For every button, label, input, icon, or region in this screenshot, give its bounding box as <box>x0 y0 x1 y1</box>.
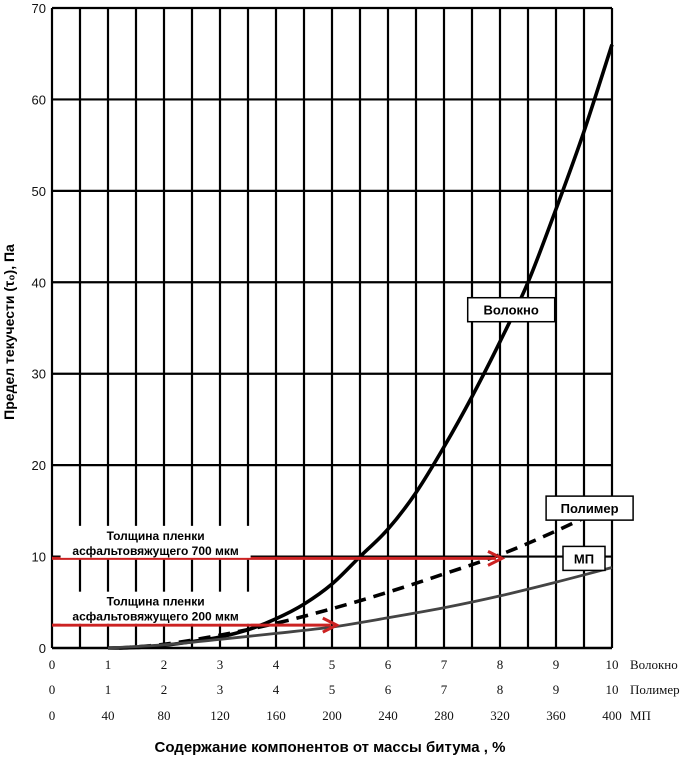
y-tick-label: 40 <box>32 275 46 290</box>
y-tick-label: 70 <box>32 1 46 16</box>
x-tick-label: 160 <box>266 708 286 723</box>
annotation-text: асфальтовяжущего 700 мкм <box>72 544 238 558</box>
x-tick-label: 0 <box>49 657 56 672</box>
x-tick-label: 0 <box>49 708 56 723</box>
x-tick-label: 320 <box>490 708 510 723</box>
x-axis-name: Полимер <box>630 682 680 697</box>
annotation-arrow-head <box>487 550 506 567</box>
y-tick-label: 60 <box>32 92 46 107</box>
x-tick-label: 4 <box>273 682 280 697</box>
x-tick-label: 9 <box>553 682 560 697</box>
x-tick-label: 6 <box>385 657 392 672</box>
x-tick-label: 6 <box>385 682 392 697</box>
y-tick-label: 0 <box>39 641 46 656</box>
series-label-text: Полимер <box>561 501 619 516</box>
series-label-box <box>466 296 556 323</box>
x-tick-label: 400 <box>602 708 622 723</box>
series-line-3 <box>107 566 613 650</box>
x-tick-label: 7 <box>441 682 448 697</box>
y-tick-label: 20 <box>32 458 46 473</box>
x-tick-label: 10 <box>606 682 619 697</box>
x-tick-label: 1 <box>105 657 112 672</box>
x-tick-label: 4 <box>273 657 280 672</box>
x-tick-label: 40 <box>102 708 115 723</box>
x-tick-label: 9 <box>553 657 560 672</box>
x-tick-label: 360 <box>546 708 566 723</box>
x-tick-label: 280 <box>434 708 454 723</box>
y-tick-label: 30 <box>32 367 46 382</box>
x-axis-name: Волокно <box>630 657 678 672</box>
grid <box>50 6 614 650</box>
x-tick-label: 3 <box>217 657 224 672</box>
series-line-2 <box>119 502 613 650</box>
x-axis-name: МП <box>630 708 651 723</box>
x-tick-label: 8 <box>497 657 504 672</box>
annotation-text: асфальтовяжущего 200 мкм <box>72 610 238 624</box>
y-tick-label: 50 <box>32 184 46 199</box>
x-axis-label: Содержание компонентов от массы битума ,… <box>155 739 506 756</box>
x-tick-label: 2 <box>161 657 168 672</box>
series-label-box <box>562 545 606 572</box>
x-tick-label: 5 <box>329 657 336 672</box>
series-label: Волокно <box>466 296 556 323</box>
series-label: Полимер <box>545 495 634 521</box>
x-tick-label: 240 <box>378 708 398 723</box>
x-tick-label: 7 <box>441 657 448 672</box>
annotation-bg <box>60 525 251 558</box>
x-tick-label: 5 <box>329 682 336 697</box>
annotation-arrow-head <box>322 616 341 634</box>
annotation-bg <box>60 591 251 624</box>
y-axis-label: Предел текучести (τ₀), Па <box>1 244 17 420</box>
x-tick-label: 0 <box>49 682 56 697</box>
x-tick-label: 3 <box>217 682 224 697</box>
x-tick-label: 120 <box>210 708 230 723</box>
y-tick-label: 10 <box>32 550 46 565</box>
series-label: МП <box>562 545 606 572</box>
series-label-text: МП <box>574 551 594 566</box>
x-tick-label: 10 <box>606 657 619 672</box>
x-tick-label: 200 <box>322 708 342 723</box>
series-layer <box>107 44 614 650</box>
annotation-text: Толщина пленки <box>107 529 205 543</box>
x-tick-label: 1 <box>105 682 112 697</box>
annotation-text: Толщина пленки <box>107 595 205 609</box>
x-tick-label: 2 <box>161 682 168 697</box>
x-tick-label: 8 <box>497 682 504 697</box>
series-label-box <box>545 495 634 521</box>
annotation-arrows <box>52 550 506 634</box>
x-tick-label: 80 <box>158 708 171 723</box>
series-label-text: Волокно <box>484 303 539 318</box>
